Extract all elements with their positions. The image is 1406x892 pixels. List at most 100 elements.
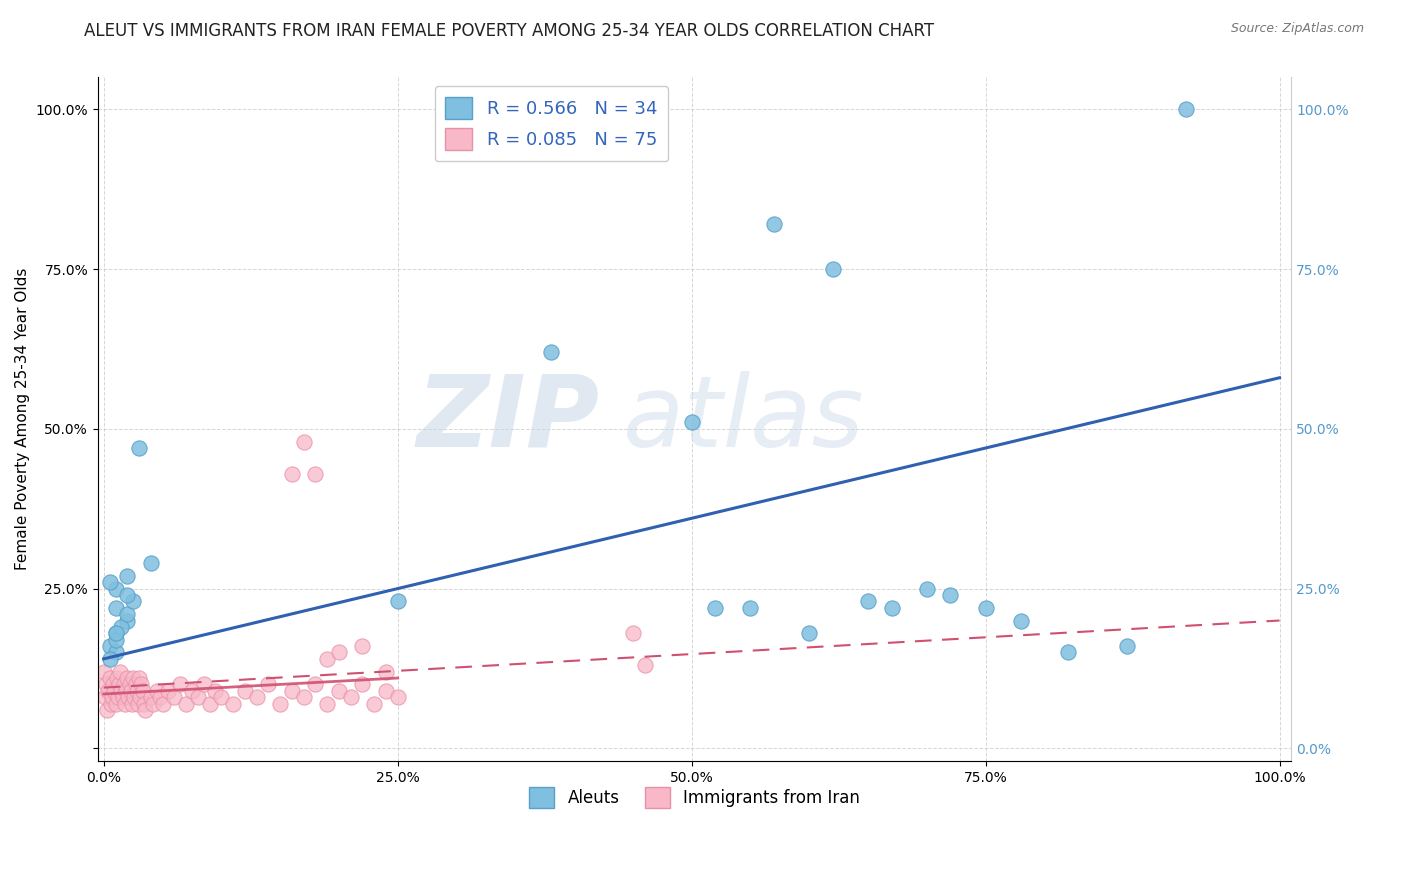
Point [98,671,121,685]
Point [114,697,136,711]
Point [174,697,197,711]
Point [97,683,120,698]
Point [115,683,138,698]
Point [375,683,398,698]
Point [104,632,127,647]
Point [125,683,148,698]
Point [98,652,121,666]
Point [93,665,115,679]
Point [104,582,127,596]
Point [96,703,118,717]
Point [105,671,128,685]
Text: Source: ZipAtlas.com: Source: ZipAtlas.com [1230,22,1364,36]
Point [101,690,124,705]
Point [142,697,165,711]
Point [339,690,361,705]
Point [193,677,215,691]
Point [1010,614,1032,628]
Point [132,697,155,711]
Point [127,697,149,711]
Point [157,683,180,698]
Point [880,600,903,615]
Point [110,620,132,634]
Point [856,594,879,608]
Point [117,671,139,685]
Point [304,677,326,691]
Point [104,626,127,640]
Point [98,639,121,653]
Point [799,626,821,640]
Point [120,683,142,698]
Point [621,626,644,640]
Point [94,677,117,691]
Point [1057,645,1080,659]
Point [181,683,204,698]
Point [129,690,152,705]
Point [915,582,938,596]
Point [281,467,304,481]
Point [363,697,385,711]
Point [974,600,997,615]
Point [110,683,132,698]
Point [104,645,127,659]
Point [246,690,269,705]
Point [134,703,156,717]
Point [112,677,135,691]
Point [740,600,762,615]
Point [103,683,125,698]
Point [152,697,174,711]
Point [117,690,139,705]
Point [1174,103,1197,117]
Point [281,683,304,698]
Point [633,658,655,673]
Point [103,677,125,691]
Point [108,677,131,691]
Point [204,683,226,698]
Point [117,569,139,583]
Point [110,665,132,679]
Point [149,690,172,705]
Point [1115,639,1137,653]
Point [316,697,339,711]
Point [209,690,232,705]
Point [681,416,703,430]
Point [131,677,153,691]
Point [128,441,150,455]
Point [352,639,374,653]
Point [304,467,326,481]
Point [121,697,143,711]
Point [292,434,315,449]
Point [94,690,117,705]
Point [328,645,350,659]
Text: ZIP: ZIP [416,371,599,467]
Point [821,262,844,277]
Point [104,697,127,711]
Point [117,614,139,628]
Point [139,690,162,705]
Point [257,677,280,691]
Point [352,677,374,691]
Point [117,607,139,621]
Point [292,690,315,705]
Point [104,600,127,615]
Point [98,575,121,590]
Point [198,697,221,711]
Point [316,652,339,666]
Point [139,556,162,570]
Point [124,690,146,705]
Point [122,671,145,685]
Point [131,683,153,698]
Point [111,690,134,705]
Text: ALEUT VS IMMIGRANTS FROM IRAN FEMALE POVERTY AMONG 25-34 YEAR OLDS CORRELATION C: ALEUT VS IMMIGRANTS FROM IRAN FEMALE POV… [84,22,935,40]
Point [540,345,562,359]
Point [118,677,141,691]
Y-axis label: Female Poverty Among 25-34 Year Olds: Female Poverty Among 25-34 Year Olds [15,268,30,571]
Point [124,677,146,691]
Point [233,683,256,698]
Point [939,588,962,602]
Point [163,690,186,705]
Point [169,677,191,691]
Point [107,690,129,705]
Legend: Aleuts, Immigrants from Iran: Aleuts, Immigrants from Iran [523,780,866,814]
Point [128,671,150,685]
